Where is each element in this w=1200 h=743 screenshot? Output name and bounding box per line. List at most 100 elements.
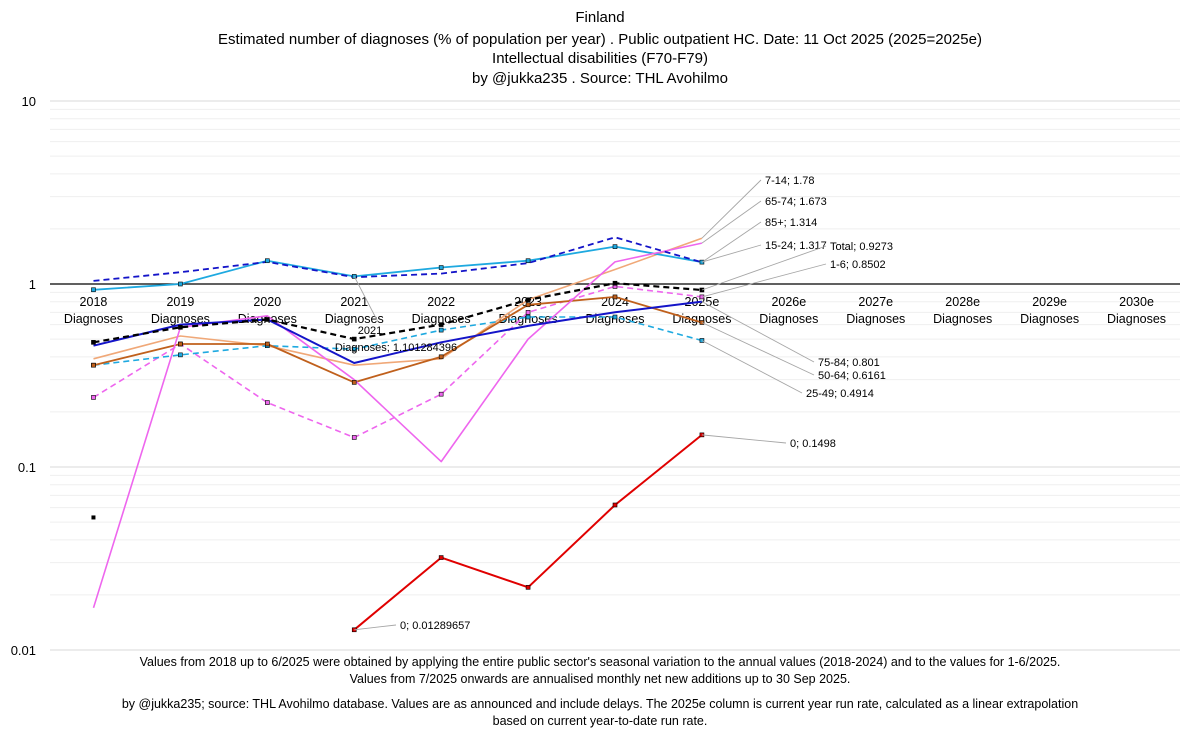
data-point-50-64 <box>91 362 96 368</box>
x-tick-label-year: 2027e <box>858 295 893 309</box>
callout-text-line2: Diagnoses; 1.101284396 <box>335 342 457 354</box>
callout-50-64-0-6161: 50-64; 0.6161 <box>701 322 886 382</box>
callout-leader-line <box>701 244 762 263</box>
title-line-main: Estimated number of diagnoses (% of popu… <box>218 31 982 48</box>
data-point-50-64 <box>265 341 270 347</box>
x-tick-label-year: 2022 <box>427 295 455 309</box>
data-point-25-49 <box>351 346 357 352</box>
y-tick-label: 0.01 <box>11 643 36 658</box>
x-tick-label-year: 2021 <box>340 295 368 309</box>
callout-text: Total; 0.9273 <box>830 241 893 253</box>
x-tick-label-sub: Diagnoses <box>64 312 123 326</box>
y-tick-label: 0.1 <box>18 460 36 475</box>
callout-leader-line <box>701 322 815 376</box>
data-point-1-6 <box>438 391 444 397</box>
callout-leader-line <box>701 340 803 394</box>
data-point-0 <box>612 502 618 508</box>
data-point-total <box>525 297 531 303</box>
x-tick-label-year: 2026e <box>771 295 806 309</box>
data-point-50-64 <box>525 302 531 308</box>
x-tick-label-sub: Diagnoses <box>1020 312 1079 326</box>
x-tick-label-year: 2029e <box>1032 295 1067 309</box>
callout-total-0-9273: Total; 0.9273 <box>701 241 893 291</box>
footnotes: Values from 2018 up to 6/2025 were obtai… <box>122 655 1078 728</box>
callout-75-84-0-801: 75-84; 0.801 <box>701 301 880 369</box>
callout-text: 2021 <box>358 325 382 337</box>
callout-text: 75-84; 0.801 <box>818 357 880 369</box>
data-point-25-49 <box>178 352 183 358</box>
callout-leader-line <box>701 245 827 291</box>
data-point-15-24 <box>612 244 618 249</box>
callout-text: 0; 0.1498 <box>790 438 836 450</box>
callout-leader-line <box>354 624 397 631</box>
x-tick-label-sub: Diagnoses <box>759 312 818 326</box>
callout-text: 65-74; 1.673 <box>765 196 827 208</box>
callout-0-0-1498: 0; 0.1498 <box>701 434 836 450</box>
x-tick-label-sub: Diagnoses <box>933 312 992 326</box>
callout-15-24-1-317: 15-24; 1.317 <box>701 240 827 263</box>
data-callouts: 7-14; 1.78 65-74; 1.673 85+; 1.314 15-24; 1… <box>335 175 893 632</box>
data-point-0 <box>525 585 531 590</box>
footnote-source: by @jukka235; source: THL Avohilmo datab… <box>122 697 1078 711</box>
title-line-country: Finland <box>575 9 624 26</box>
callout-text: 15-24; 1.317 <box>765 240 827 252</box>
y-axis-tick-labels: 10 1 0.1 0.01 <box>11 94 36 658</box>
callout-leader-line <box>701 301 815 363</box>
x-tick-label-year: 2018 <box>80 295 108 309</box>
series-line-1-6 <box>93 285 702 439</box>
data-point-total <box>351 336 357 342</box>
callout-leader-line <box>701 221 762 263</box>
callout-65-74-1-673: 65-74; 1.673 <box>701 196 827 244</box>
callout-0-0-01289657: 0; 0.01289657 <box>354 620 470 632</box>
data-point-1-6 <box>265 400 270 405</box>
x-tick-label-year: 2028e <box>945 295 980 309</box>
data-point-25-49 <box>438 327 444 333</box>
data-point-1-6 <box>91 395 96 400</box>
callout-text: 85+; 1.314 <box>765 217 817 229</box>
series-line-85plus <box>93 236 703 282</box>
callout-25-49-0-4914: 25-49; 0.4914 <box>701 340 874 400</box>
series-line-15-24 <box>93 245 703 291</box>
y-tick-label: 10 <box>22 94 36 109</box>
data-point-total <box>91 340 96 345</box>
callout-leader-line <box>701 434 787 444</box>
x-tick-label-sub: Diagnoses <box>412 312 471 326</box>
data-point-15-24 <box>525 258 531 264</box>
x-tick-label-year: 2030e <box>1119 295 1154 309</box>
data-point-total <box>612 280 618 286</box>
x-tick-label-sub: Diagnoses <box>846 312 905 326</box>
footnote-annualised: Values from 7/2025 onwards are annualise… <box>350 672 851 686</box>
callout-2021: 2021 Diagnoses; 1.101284396 <box>335 276 457 354</box>
title-line-subject: Intellectual disabilities (F70-F79) <box>492 50 708 67</box>
data-point-total <box>178 324 183 330</box>
callout-text: 50-64; 0.6161 <box>818 370 886 382</box>
series-line-50-64 <box>93 295 703 384</box>
gridlines <box>50 100 1180 651</box>
series-line-25-49 <box>93 316 703 366</box>
callout-text: 25-49; 0.4914 <box>806 388 874 400</box>
title-line-source: by @jukka235 . Source: THL Avohilmo <box>472 70 728 87</box>
callout-leader-line <box>701 200 762 244</box>
series-line-75-84 <box>93 300 703 364</box>
data-point-total <box>438 322 444 327</box>
x-tick-label-sub: Diagnoses <box>1107 312 1166 326</box>
data-point-50-64 <box>351 380 357 385</box>
data-point-1-6 <box>525 310 531 315</box>
series-lines <box>92 236 703 631</box>
x-tick-label-year: 2019 <box>166 295 194 309</box>
callout-leader-line <box>701 263 827 298</box>
data-point-50-64 <box>612 294 618 300</box>
data-point-15-24 <box>265 258 270 264</box>
callout-1-6-0-8502: 1-6; 0.8502 <box>701 259 886 298</box>
data-point-15-24 <box>178 281 183 287</box>
data-point-25-49 <box>525 314 531 320</box>
callout-7-14-1-78: 7-14; 1.78 <box>701 175 815 239</box>
data-point-15-24 <box>438 265 444 270</box>
callout-leader-line <box>353 276 379 323</box>
data-point-15-24 <box>91 287 96 293</box>
data-point-0 <box>438 555 444 560</box>
callout-85plus-1-314: 85+; 1.314 <box>701 217 817 263</box>
x-tick-label-sub: Diagnoses <box>325 312 384 326</box>
